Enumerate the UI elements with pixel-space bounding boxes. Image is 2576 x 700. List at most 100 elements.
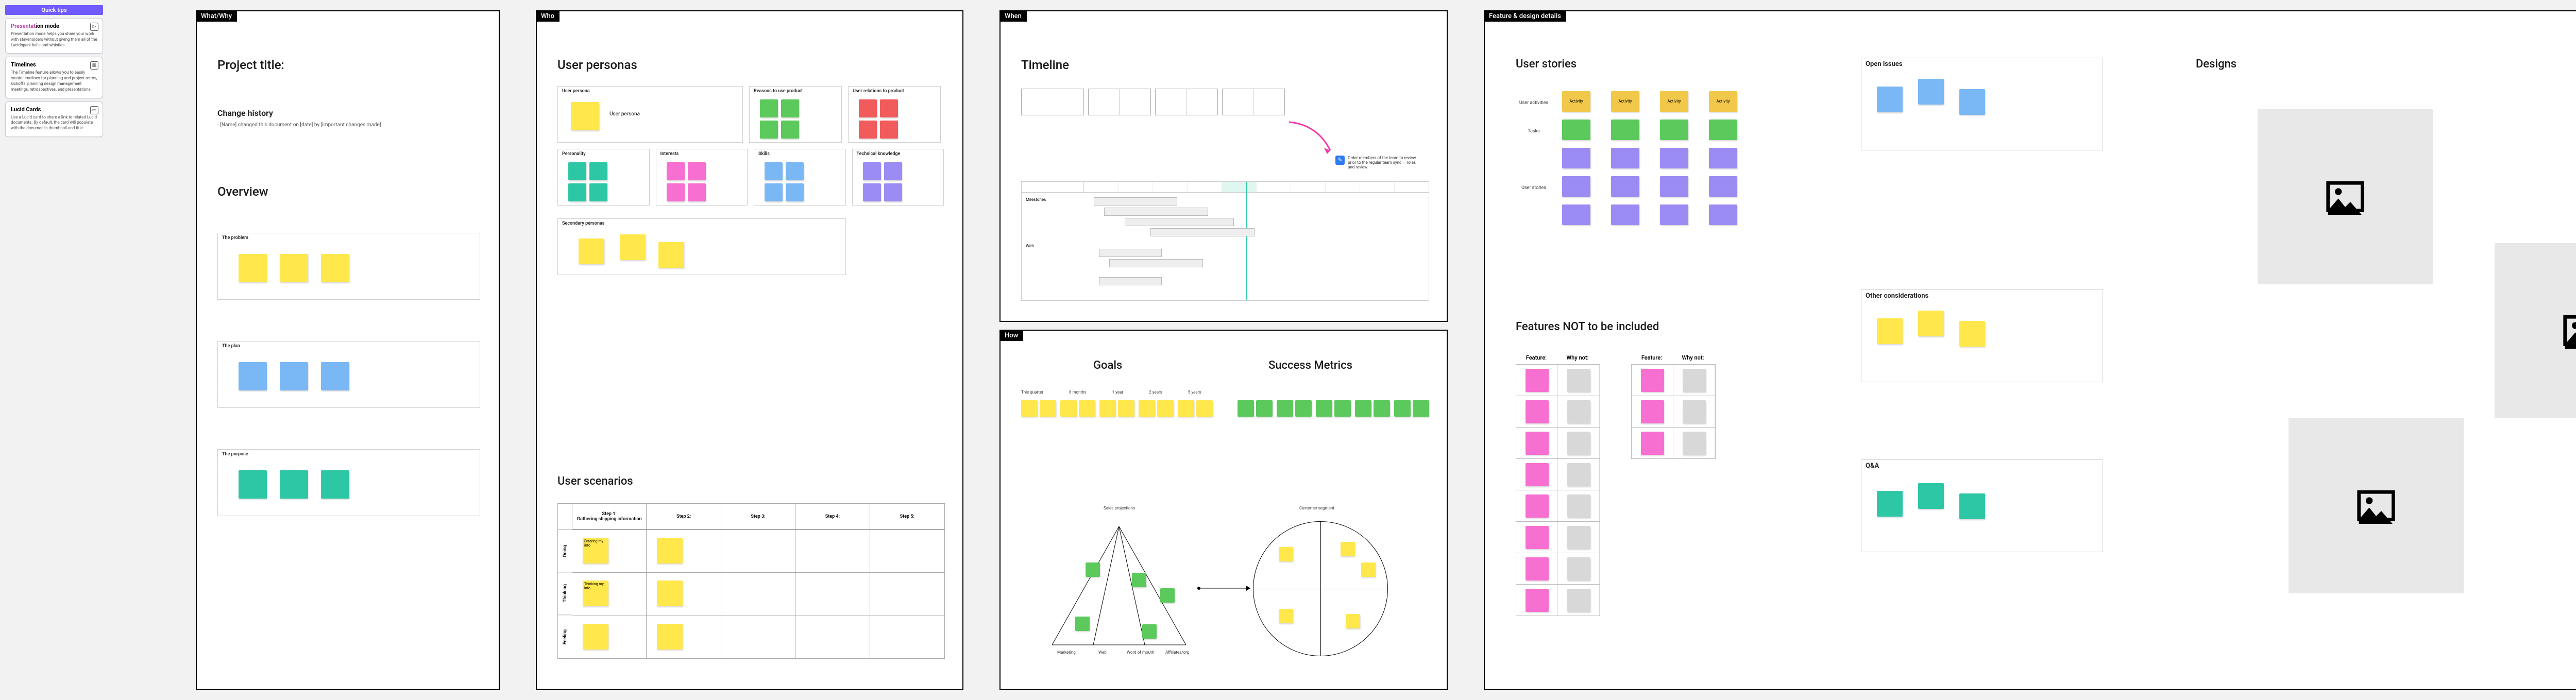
sticky-note[interactable] [657,581,683,606]
sticky-note[interactable] [1060,400,1077,417]
persona-personality[interactable]: Personality [557,149,650,206]
scenario-table[interactable]: Step 1: Gathering shipping information S… [557,503,945,659]
sticky-note[interactable] [1918,483,1944,509]
story-grid[interactable]: User activities Activity Activity Activi… [1516,89,1748,230]
panel-plan[interactable]: The plan [217,341,480,408]
sticky-note[interactable] [1562,119,1590,140]
sticky-note[interactable] [1709,148,1737,168]
sticky-note[interactable] [1526,369,1549,392]
gantt-bar[interactable] [1150,228,1255,236]
sticky-note[interactable] [760,121,778,139]
sticky-note[interactable] [1877,87,1903,112]
frame-when[interactable]: When Timeline ✎ Order members of the tea… [999,10,1448,322]
persona-interests[interactable]: Interests [656,149,748,206]
sticky-note[interactable] [1567,432,1590,455]
sticky-note[interactable] [1196,400,1213,417]
sticky-note[interactable] [863,183,881,201]
sticky-note[interactable] [688,183,706,201]
sticky-note[interactable] [1611,204,1639,225]
sticky-note[interactable] [1683,369,1706,392]
sticky-note[interactable] [657,538,683,564]
sticky-note[interactable] [765,162,783,180]
sticky-note[interactable] [1295,400,1312,417]
sticky-note[interactable] [1709,204,1737,225]
sticky-note[interactable] [1279,609,1293,623]
sticky-note[interactable] [1567,463,1590,486]
sticky-note[interactable] [1334,400,1351,417]
sticky-note[interactable] [280,362,308,390]
sticky-note[interactable] [1316,400,1332,417]
persona-main[interactable]: User persona User persona [557,86,743,143]
persona-relations[interactable]: User relations to product [848,86,941,143]
sticky-note[interactable] [1959,89,1985,115]
panel-purpose[interactable]: The purpose [217,449,480,516]
panel-qa[interactable]: Q&A [1861,459,2103,552]
sticky-note[interactable] [859,121,877,139]
sticky-note[interactable] [781,99,799,117]
timeline-chart[interactable]: Milestones Web [1021,181,1429,301]
sticky-note[interactable] [1075,617,1090,631]
sticky-note[interactable] [1959,493,1985,519]
sticky-note[interactable] [239,470,267,499]
design-image-3[interactable] [2289,418,2464,593]
persona-skills[interactable]: Skills [754,149,846,206]
sticky-note[interactable] [1709,176,1737,197]
sticky-note[interactable] [1079,400,1095,417]
sticky-note[interactable] [1562,204,1590,225]
tip-presentation[interactable]: ▷ Presentation mode Presentation mode he… [5,18,103,54]
sticky-note[interactable] [1567,369,1590,392]
sticky-note[interactable] [239,362,267,390]
sticky-note[interactable] [1160,588,1175,603]
gantt-bar[interactable] [1109,259,1203,267]
sticky-note[interactable] [1567,589,1590,612]
sticky-note[interactable] [1660,119,1688,140]
sticky-note[interactable] [859,99,877,117]
sticky-note[interactable] [884,162,902,180]
sticky-note[interactable] [1086,562,1100,577]
sticky-note[interactable] [786,183,804,201]
gantt-bar[interactable] [1104,208,1208,216]
sticky-note[interactable] [1567,526,1590,549]
timeline-callout[interactable]: ✎ Order members of the team to review pr… [1335,156,1423,169]
gantt-bar[interactable] [1125,218,1234,226]
sticky-note[interactable] [1877,491,1903,517]
sticky-note[interactable] [1021,400,1038,417]
sticky-note[interactable] [1959,321,1985,347]
frame-who[interactable]: Who User personas User persona User pers… [536,10,963,690]
sticky-note[interactable] [760,99,778,117]
gantt-bar[interactable] [1099,249,1162,257]
sticky-note[interactable] [589,162,607,180]
sticky-note[interactable] [781,121,799,139]
sticky-note[interactable] [1709,119,1737,140]
frame-how[interactable]: How Goals Success Metrics This quarter 6… [999,330,1448,690]
sticky-note[interactable] [688,162,706,180]
sticky-note[interactable] [280,254,308,282]
sticky-note[interactable] [1660,148,1688,168]
sticky-note[interactable] [1562,176,1590,197]
sticky-note[interactable] [1526,463,1549,486]
sticky-note[interactable] [568,183,586,201]
sticky-note[interactable] [1567,557,1590,581]
sticky-note[interactable] [1562,148,1590,168]
sales-funnel[interactable] [1037,516,1212,660]
sticky-note[interactable] [568,162,586,180]
sticky-note[interactable] [786,162,804,180]
sticky-note[interactable]: Thinking my info [583,581,608,606]
canvas[interactable]: Quick tips ▷ Presentation mode Presentat… [0,0,2576,700]
sticky-note[interactable] [571,102,599,130]
sticky-note[interactable]: Entering my info [583,538,608,564]
persona-tech[interactable]: Technical knowledge [852,149,944,206]
sticky-note[interactable]: Activity [1709,91,1737,112]
sticky-note[interactable] [1355,400,1371,417]
sticky-note[interactable] [1641,400,1664,423]
sticky-note[interactable] [884,183,902,201]
frame-feature[interactable]: Feature & design details User stories Us… [1484,10,2576,690]
gantt-bar[interactable] [1094,197,1177,206]
sticky-note[interactable] [1394,400,1411,417]
sticky-note[interactable] [1413,400,1429,417]
persona-secondary[interactable]: Secondary personas [557,218,846,275]
panel-other[interactable]: Other considerations [1861,289,2103,382]
sticky-note[interactable] [1279,547,1293,561]
sticky-note[interactable] [667,183,685,201]
sticky-note[interactable] [1139,400,1155,417]
